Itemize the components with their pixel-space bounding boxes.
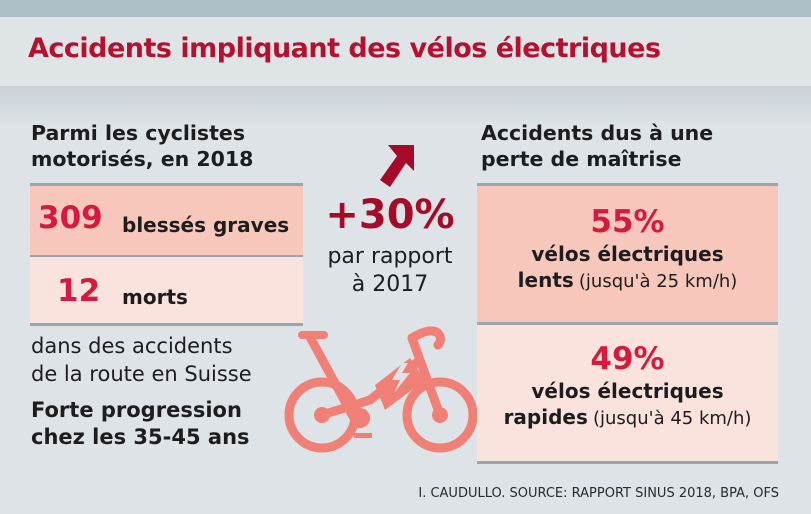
increase-caption: par rapport à 2017 (305, 243, 475, 299)
slow-type: lents (517, 268, 574, 292)
slow-value: 55% (590, 204, 665, 240)
note-line2: de la route en Suisse (31, 362, 252, 386)
fast-label: vélos électriques (531, 379, 724, 403)
stat-box-slow-ebikes: 55% vélos électriques lents (jusqu'à 25 … (477, 183, 778, 322)
right-heading: Accidents dus à une perte de maîtrise (481, 120, 713, 172)
slow-label: vélos électriques (531, 242, 724, 266)
note-line1: dans des accidents (31, 334, 233, 358)
stat-box-injured: 309 blessés graves (30, 183, 303, 255)
progression-line1: Forte progression (31, 398, 242, 422)
right-heading-line1: Accidents dus à une (481, 121, 714, 145)
header-band (0, 17, 811, 86)
increase-value: +30% (325, 192, 455, 238)
stat-box-fast-ebikes: 49% vélos électriques rapides (jusqu'à 4… (477, 322, 778, 464)
fast-type: rapides (503, 405, 588, 429)
arrow-up-right-icon (380, 145, 414, 187)
fast-speed: (jusqu'à 45 km/h) (592, 408, 752, 429)
increase-line2: à 2017 (351, 272, 429, 297)
deaths-label: morts (122, 285, 188, 309)
left-heading: Parmi les cyclistes motorisés, en 2018 (31, 120, 253, 172)
electric-bike-icon (284, 326, 478, 453)
top-strip (0, 0, 811, 17)
increase-line1: par rapport (327, 244, 453, 269)
stat-box-deaths: 12 morts (30, 255, 303, 326)
injured-label: blessés graves (122, 213, 290, 237)
source-credit: I. CAUDULLO. SOURCE: RAPPORT SINUS 2018,… (418, 486, 779, 501)
left-note: dans des accidents de la route en Suisse (31, 332, 252, 388)
page-title: Accidents impliquant des vélos électriqu… (28, 33, 661, 64)
injured-value: 309 (38, 200, 103, 236)
right-heading-line2: perte de maîtrise (481, 147, 682, 171)
deaths-value: 12 (57, 273, 101, 309)
progression-note: Forte progression chez les 35-45 ans (31, 397, 250, 451)
progression-line2: chez les 35-45 ans (31, 425, 250, 449)
slow-speed: (jusqu'à 25 km/h) (578, 271, 738, 292)
header-shadow (0, 86, 811, 126)
left-heading-line2: motorisés, en 2018 (31, 147, 254, 171)
fast-value: 49% (590, 341, 665, 377)
left-heading-line1: Parmi les cyclistes (31, 121, 246, 145)
